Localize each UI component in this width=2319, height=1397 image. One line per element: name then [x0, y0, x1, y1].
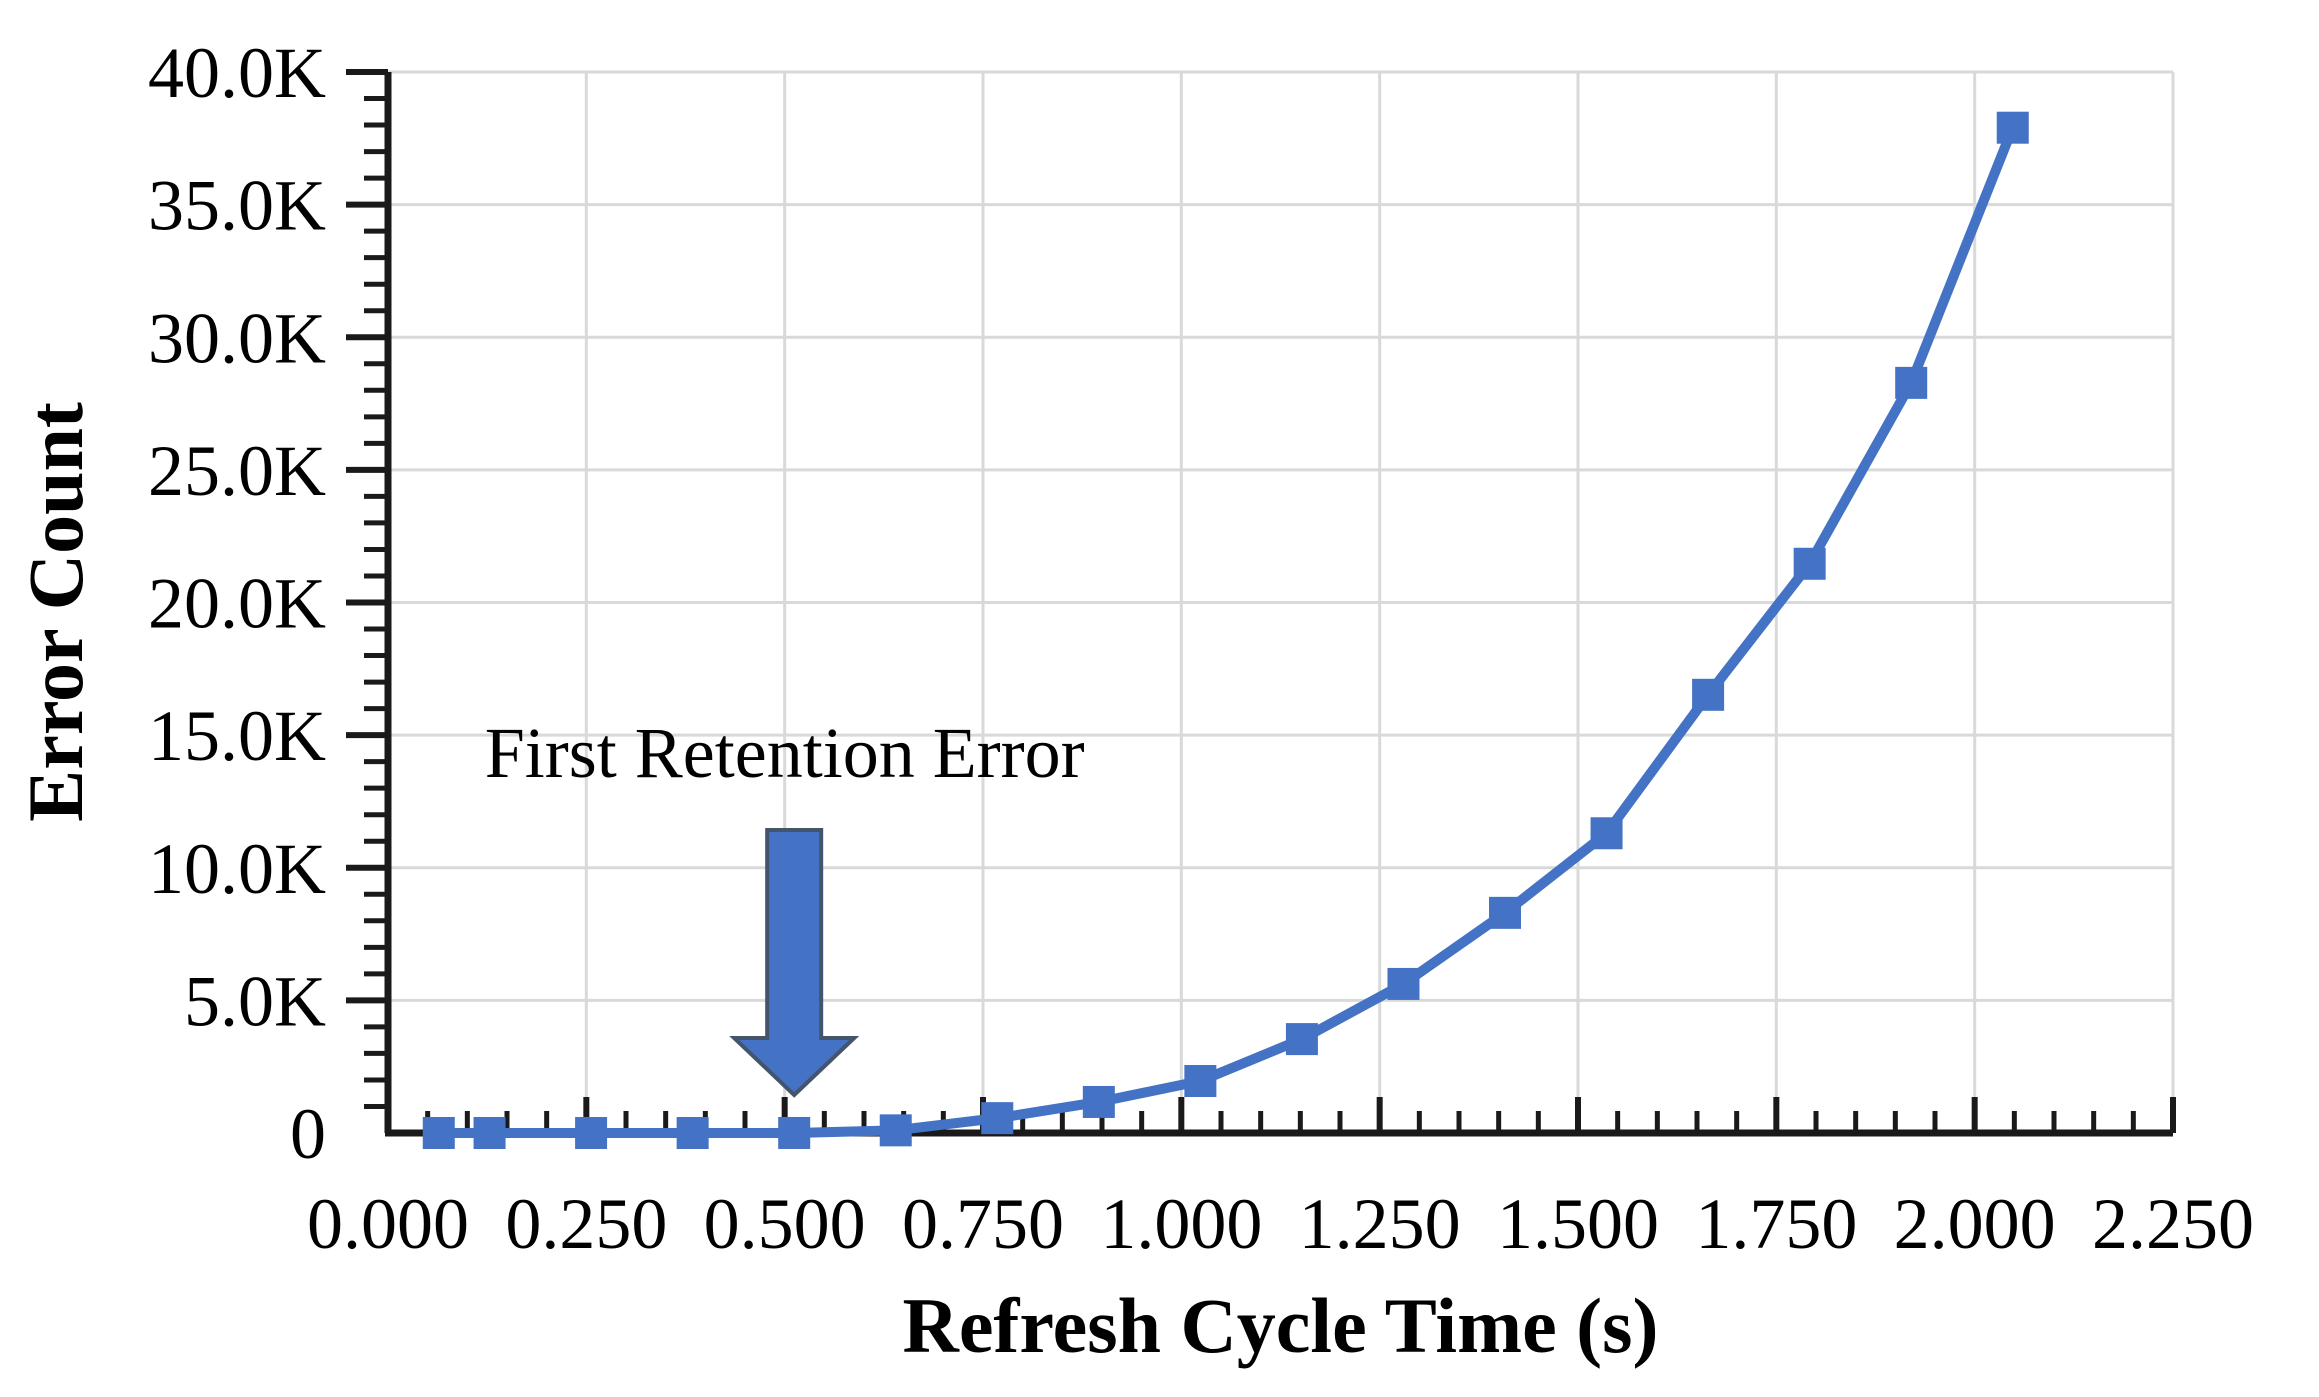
data-point-marker: [1590, 817, 1623, 850]
data-point-marker: [473, 1117, 506, 1149]
y-tick-label: 40.0K: [148, 33, 326, 113]
x-tick-label: 0.500: [704, 1184, 866, 1264]
data-point-marker: [1895, 366, 1928, 399]
down-arrow-icon: [729, 828, 860, 1098]
y-tick-label: 35.0K: [148, 166, 326, 246]
tick-labels: 0.000 0.250 0.500 0.750 1.000 1.250 1.500 1.750…: [148, 33, 2254, 1264]
y-axis-title: Error Count: [12, 402, 99, 822]
data-point-marker: [1082, 1085, 1115, 1118]
x-tick-label: 2.250: [2092, 1184, 2254, 1264]
data-point-marker: [879, 1114, 912, 1147]
data-series: [422, 111, 2029, 1149]
y-tick-label: 30.0K: [148, 298, 326, 378]
annotation: First Retention Error: [485, 713, 1085, 1098]
x-tick-label: 2.000: [1894, 1184, 2056, 1264]
data-point-marker: [676, 1117, 709, 1149]
data-point-marker: [778, 1116, 811, 1149]
annotation-label: First Retention Error: [485, 713, 1085, 793]
y-tick-label: 20.0K: [148, 564, 326, 644]
data-point-marker: [981, 1102, 1014, 1135]
y-tick-label: 0: [290, 1094, 326, 1174]
data-point-marker: [1285, 1023, 1318, 1056]
data-point-marker: [422, 1117, 455, 1149]
data-point-marker: [1692, 678, 1725, 711]
x-tick-label: 0.000: [307, 1184, 469, 1264]
gridlines: [388, 70, 2175, 1133]
x-tick-label: 1.500: [1497, 1184, 1659, 1264]
x-tick-label: 0.750: [902, 1184, 1064, 1264]
data-point-marker: [1387, 967, 1420, 1000]
x-tick-label: 1.750: [1695, 1184, 1857, 1264]
x-axis-title: Refresh Cycle Time (s): [902, 1282, 1658, 1369]
y-tick-label: 10.0K: [148, 829, 326, 909]
y-tick-label: 5.0K: [184, 961, 326, 1041]
y-tick-label: 15.0K: [148, 696, 326, 776]
data-point-marker: [575, 1117, 608, 1149]
x-tick-label: 1.000: [1100, 1184, 1262, 1264]
data-point-marker: [1996, 111, 2029, 144]
x-tick-label: 0.250: [505, 1184, 667, 1264]
y-tick-label: 25.0K: [148, 431, 326, 511]
data-point-marker: [1184, 1065, 1217, 1098]
data-point-marker: [1489, 896, 1522, 929]
data-point-marker: [1793, 547, 1826, 580]
x-tick-label: 1.250: [1299, 1184, 1461, 1264]
